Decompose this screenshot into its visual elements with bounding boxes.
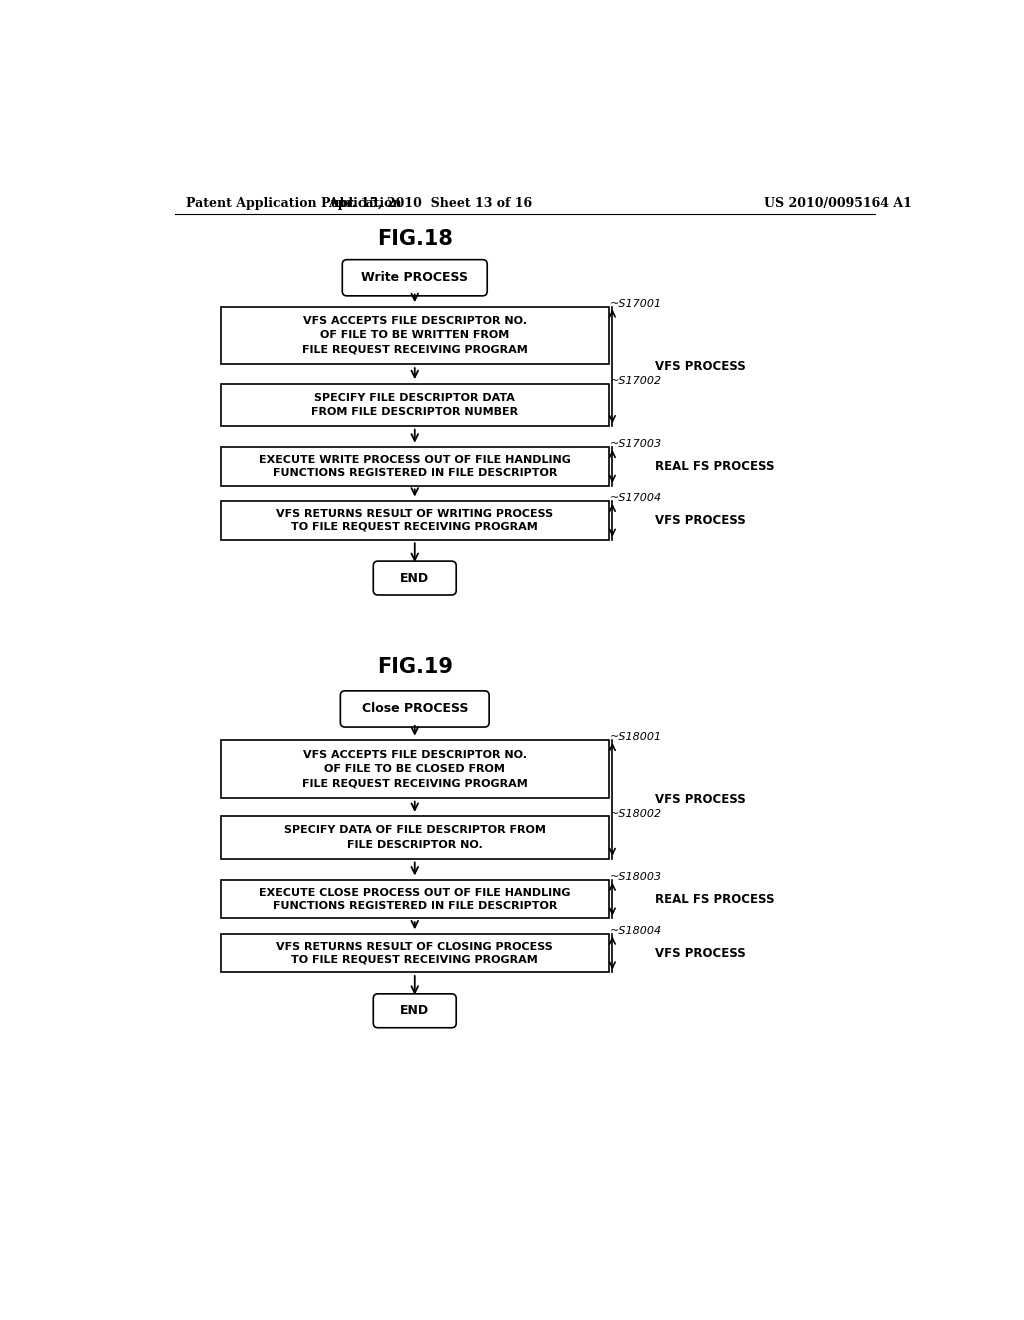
Text: ~S17001: ~S17001 [610,298,663,309]
Text: TO FILE REQUEST RECEIVING PROGRAM: TO FILE REQUEST RECEIVING PROGRAM [292,954,539,965]
Text: SPECIFY FILE DESCRIPTOR DATA: SPECIFY FILE DESCRIPTOR DATA [314,393,515,403]
Text: SPECIFY DATA OF FILE DESCRIPTOR FROM: SPECIFY DATA OF FILE DESCRIPTOR FROM [284,825,546,836]
Text: FILE REQUEST RECEIVING PROGRAM: FILE REQUEST RECEIVING PROGRAM [302,779,527,788]
Text: VFS PROCESS: VFS PROCESS [655,793,745,807]
Polygon shape [221,880,608,919]
Polygon shape [221,306,608,364]
Text: ~S18001: ~S18001 [610,733,663,742]
Text: TO FILE REQUEST RECEIVING PROGRAM: TO FILE REQUEST RECEIVING PROGRAM [292,521,539,532]
FancyBboxPatch shape [342,260,487,296]
Polygon shape [221,447,608,486]
Text: VFS RETURNS RESULT OF CLOSING PROCESS: VFS RETURNS RESULT OF CLOSING PROCESS [276,941,553,952]
Text: FIG.19: FIG.19 [377,656,453,677]
Text: VFS PROCESS: VFS PROCESS [655,946,745,960]
Text: VFS ACCEPTS FILE DESCRIPTOR NO.: VFS ACCEPTS FILE DESCRIPTOR NO. [303,750,526,759]
Text: ~S18003: ~S18003 [610,873,663,882]
Text: Close PROCESS: Close PROCESS [361,702,468,715]
Text: OF FILE TO BE WRITTEN FROM: OF FILE TO BE WRITTEN FROM [321,330,509,341]
Text: ~S17004: ~S17004 [610,494,663,503]
Text: FUNCTIONS REGISTERED IN FILE DESCRIPTOR: FUNCTIONS REGISTERED IN FILE DESCRIPTOR [272,467,557,478]
Text: FILE REQUEST RECEIVING PROGRAM: FILE REQUEST RECEIVING PROGRAM [302,345,527,355]
Text: REAL FS PROCESS: REAL FS PROCESS [655,459,774,473]
Text: REAL FS PROCESS: REAL FS PROCESS [655,892,774,906]
Text: FILE DESCRIPTOR NO.: FILE DESCRIPTOR NO. [347,840,482,850]
Text: END: END [400,572,429,585]
Text: FUNCTIONS REGISTERED IN FILE DESCRIPTOR: FUNCTIONS REGISTERED IN FILE DESCRIPTOR [272,900,557,911]
Text: FROM FILE DESCRIPTOR NUMBER: FROM FILE DESCRIPTOR NUMBER [311,407,518,417]
Text: EXECUTE CLOSE PROCESS OUT OF FILE HANDLING: EXECUTE CLOSE PROCESS OUT OF FILE HANDLI… [259,888,570,898]
FancyBboxPatch shape [374,561,457,595]
Polygon shape [221,502,608,540]
Text: US 2010/0095164 A1: US 2010/0095164 A1 [764,197,911,210]
Polygon shape [221,933,608,973]
Text: EXECUTE WRITE PROCESS OUT OF FILE HANDLING: EXECUTE WRITE PROCESS OUT OF FILE HANDLI… [259,455,570,465]
Text: VFS RETURNS RESULT OF WRITING PROCESS: VFS RETURNS RESULT OF WRITING PROCESS [276,510,553,519]
Text: ~S18004: ~S18004 [610,927,663,936]
Text: ~S17003: ~S17003 [610,440,663,449]
Text: Write PROCESS: Write PROCESS [361,271,468,284]
Text: OF FILE TO BE CLOSED FROM: OF FILE TO BE CLOSED FROM [325,764,505,774]
Text: ~S17002: ~S17002 [610,376,663,385]
Text: ~S18002: ~S18002 [610,809,663,818]
Polygon shape [221,741,608,797]
Polygon shape [221,384,608,426]
Text: Patent Application Publication: Patent Application Publication [186,197,401,210]
FancyBboxPatch shape [374,994,457,1028]
Polygon shape [221,816,608,859]
Text: VFS PROCESS: VFS PROCESS [655,360,745,372]
Text: FIG.18: FIG.18 [377,230,453,249]
Text: VFS PROCESS: VFS PROCESS [655,513,745,527]
Text: END: END [400,1005,429,1018]
Text: VFS ACCEPTS FILE DESCRIPTOR NO.: VFS ACCEPTS FILE DESCRIPTOR NO. [303,315,526,326]
FancyBboxPatch shape [340,690,489,727]
Text: Apr. 15, 2010  Sheet 13 of 16: Apr. 15, 2010 Sheet 13 of 16 [328,197,532,210]
